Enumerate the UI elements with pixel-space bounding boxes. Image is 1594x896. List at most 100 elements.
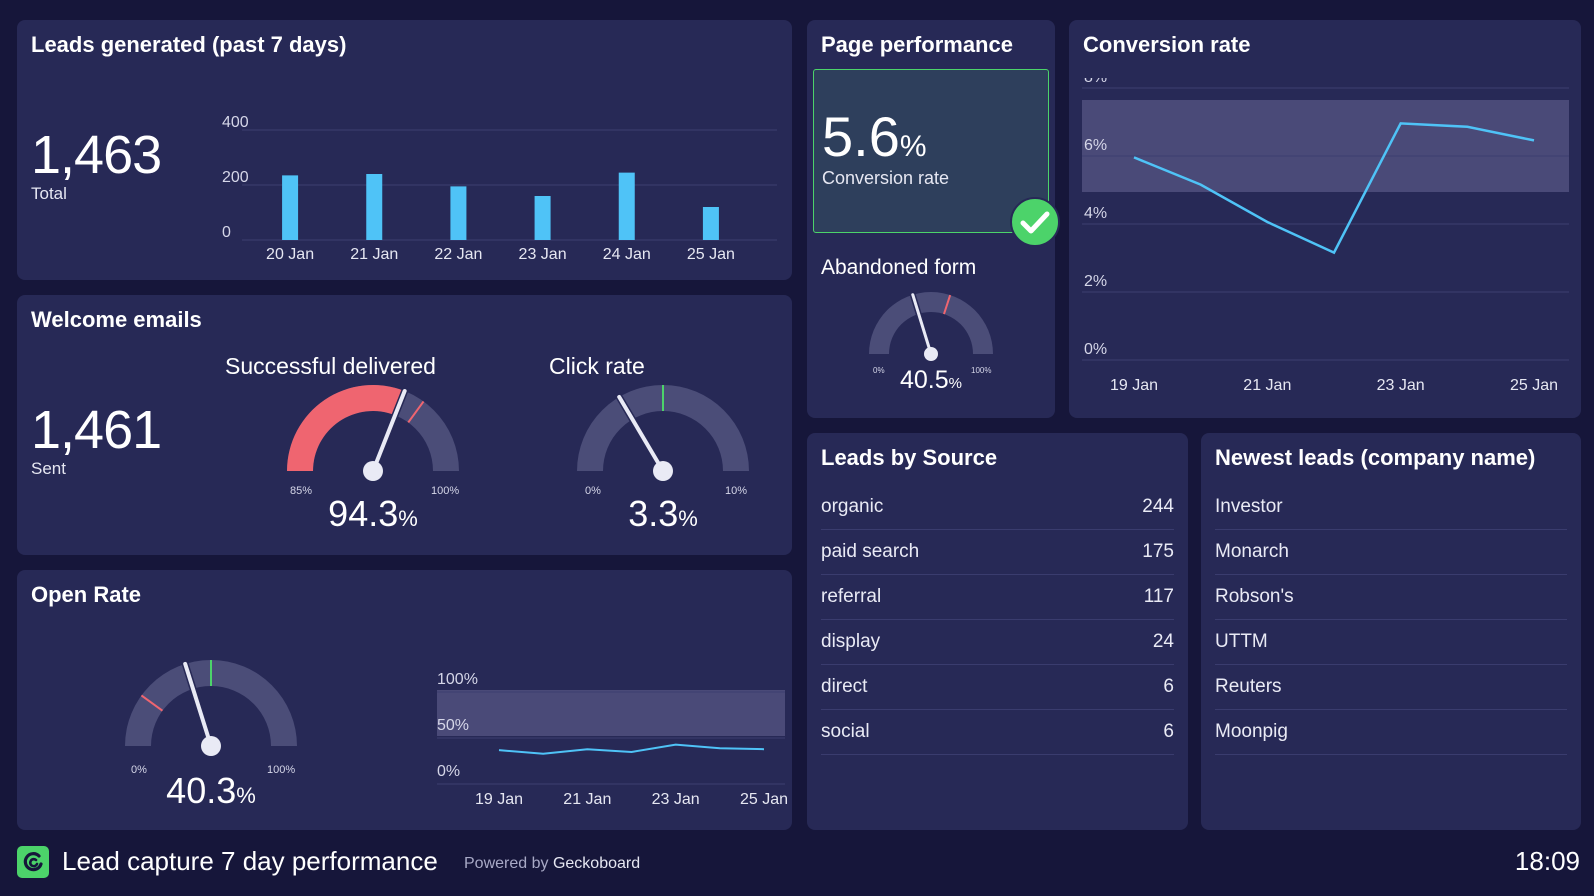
conversion-title: Conversion rate xyxy=(1083,32,1251,57)
x-tick-label: 22 Jan xyxy=(434,246,482,263)
conversion-unit: % xyxy=(899,130,927,163)
delivered-min: 85% xyxy=(290,485,313,497)
open-rate-gauge xyxy=(125,660,297,756)
y-tick-label: 200 xyxy=(222,169,249,186)
newest-lead-row: Robson's xyxy=(1215,575,1567,620)
source-row: referral 117 xyxy=(821,575,1174,620)
open-rate-title: Open Rate xyxy=(31,582,142,607)
abandoned-gauge xyxy=(869,292,993,361)
y-tick-label: 4% xyxy=(1084,205,1107,222)
click-min: 0% xyxy=(585,485,601,497)
gauge-marker xyxy=(943,294,952,315)
newest-lead-row: UTTM xyxy=(1215,620,1567,665)
x-tick-label: 19 Jan xyxy=(475,791,523,808)
open-rate-panel: Open Rate 0% 100% 40.3% 0% 50% 100% 19 Jan 2… xyxy=(17,570,792,830)
gauge-hub xyxy=(363,461,383,481)
delivered-unit: % xyxy=(398,506,418,531)
x-tick-label: 25 Jan xyxy=(1510,377,1558,394)
y-tick-label: 0 xyxy=(222,224,231,241)
newest-lead-name: Robson's xyxy=(1215,586,1294,607)
gauge-hub xyxy=(924,347,938,361)
source-count: 24 xyxy=(1152,631,1174,652)
y-tick-label: 0% xyxy=(437,763,460,780)
newest-lead-row: Monarch xyxy=(1215,530,1567,575)
y-tick-label: 6% xyxy=(1084,137,1107,154)
abandoned-unit: % xyxy=(948,375,962,392)
source-row: direct 6 xyxy=(821,665,1174,710)
leads-total-value: 1,463 xyxy=(31,125,162,185)
gauge-needle xyxy=(617,394,665,473)
y-tick-label: 0% xyxy=(1084,341,1107,358)
open-rate-number: 40.3 xyxy=(166,770,237,811)
y-tick-label: 400 xyxy=(222,115,249,131)
source-row: social 6 xyxy=(821,710,1174,755)
bar xyxy=(618,172,635,240)
target-band xyxy=(1082,100,1569,192)
conversion-panel: Conversion rate 0% 2% 4% 6% 8% 19 Jan 21 Jan 23… xyxy=(1069,20,1581,418)
source-name: paid search xyxy=(821,541,920,562)
open-rate-line-chart: 0% 50% 100% 19 Jan 21 Jan 23 Jan 25 Jan xyxy=(437,671,787,808)
abandoned-max: 100% xyxy=(971,366,992,375)
leads-title: Leads generated (past 7 days) xyxy=(31,32,347,57)
source-count: 175 xyxy=(1142,541,1174,562)
newest-lead-name: UTTM xyxy=(1215,631,1268,652)
newest-lead-row: Moonpig xyxy=(1215,710,1567,755)
leads-panel: Leads generated (past 7 days) 1,463 Tota… xyxy=(17,20,792,280)
newest-lead-name: Monarch xyxy=(1215,541,1289,562)
welcome-title: Welcome emails xyxy=(31,307,202,332)
source-name: display xyxy=(821,631,881,652)
source-name: referral xyxy=(821,586,882,607)
abandoned-number: 40.5 xyxy=(899,366,949,394)
conversion-card-label: Conversion rate xyxy=(822,168,950,188)
x-tick-label: 20 Jan xyxy=(266,246,314,263)
click-max: 10% xyxy=(725,485,748,497)
source-name: organic xyxy=(821,496,884,517)
page-performance-title: Page performance xyxy=(821,32,1013,57)
bar xyxy=(366,174,383,240)
abandoned-title: Abandoned form xyxy=(821,256,977,279)
x-tick-label: 24 Jan xyxy=(603,246,651,263)
y-tick-label: 50% xyxy=(437,717,469,734)
source-row: display 24 xyxy=(821,620,1174,665)
footer-title: Lead capture 7 day performance xyxy=(62,846,438,876)
source-count: 6 xyxy=(1163,721,1174,742)
click-value: 3.3% xyxy=(593,493,733,535)
source-count: 244 xyxy=(1142,496,1174,517)
newest-lead-name: Investor xyxy=(1215,496,1283,517)
welcome-sent-value: 1,461 xyxy=(31,400,162,460)
conversion-number: 5.6 xyxy=(822,105,900,168)
source-count: 6 xyxy=(1163,676,1174,697)
conversion-card-value: 5.6% xyxy=(822,104,927,169)
open-rate-unit: % xyxy=(236,783,256,808)
gauge-marker xyxy=(140,694,164,712)
open-rate-max: 100% xyxy=(267,764,296,776)
y-tick-label: 2% xyxy=(1084,273,1107,290)
source-row: paid search 175 xyxy=(821,530,1174,575)
x-tick-label: 25 Jan xyxy=(687,246,735,263)
bar xyxy=(534,196,551,240)
delivered-max: 100% xyxy=(431,485,460,497)
newest-panel: Newest leads (company name) Investor Mona… xyxy=(1201,433,1581,830)
gauge-track xyxy=(577,385,749,471)
source-name: social xyxy=(821,721,870,742)
y-tick-label: 100% xyxy=(437,671,478,688)
welcome-sent-label: Sent xyxy=(31,459,66,478)
open-rate-value: 40.3% xyxy=(141,770,281,812)
footer-time: 18:09 xyxy=(1514,846,1580,876)
bar xyxy=(702,207,719,240)
gauge-track xyxy=(869,292,993,354)
newest-lead-row: Reuters xyxy=(1215,665,1567,710)
x-tick-label: 23 Jan xyxy=(652,791,700,808)
click-gauge xyxy=(577,385,749,481)
footer-powered-prefix: Powered by xyxy=(464,855,549,872)
bar xyxy=(282,175,299,240)
leads-total-label: Total xyxy=(31,184,67,203)
y-tick-label: 8% xyxy=(1084,78,1107,86)
gauge-track xyxy=(125,660,297,746)
source-name: direct xyxy=(821,676,868,697)
gauge-needle xyxy=(371,389,407,473)
welcome-panel: Welcome emails 1,461 Sent Successful del… xyxy=(17,295,792,555)
conversion-line-chart: 0% 2% 4% 6% 8% 19 Jan 21 Jan 23 Jan 25 Jan xyxy=(1082,78,1569,394)
click-number: 3.3 xyxy=(628,493,679,534)
source-count: 117 xyxy=(1143,586,1174,607)
